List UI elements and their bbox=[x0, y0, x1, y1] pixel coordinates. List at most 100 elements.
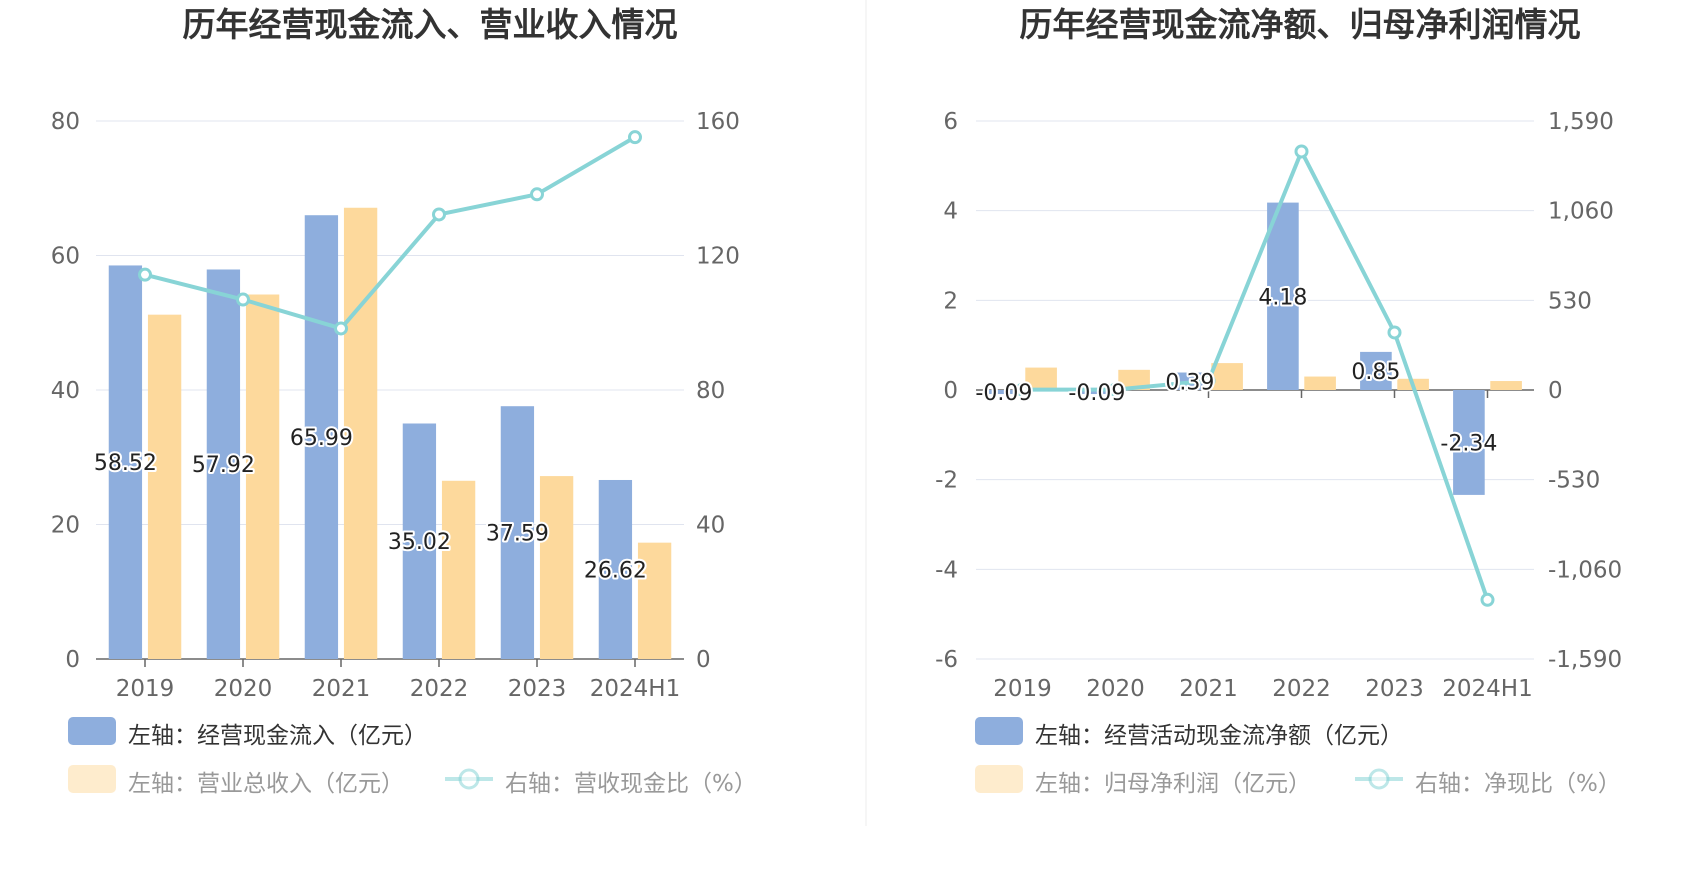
left-axis-tick-label: 0 bbox=[65, 647, 80, 673]
line-point bbox=[530, 187, 544, 202]
line-point bbox=[1294, 144, 1309, 159]
line-point bbox=[138, 267, 152, 282]
right-axis-tick-label: 120 bbox=[696, 244, 740, 270]
bar-primary bbox=[988, 390, 1020, 395]
legend-label: 左轴：经营现金流入（亿元） bbox=[128, 723, 427, 749]
bar-secondary bbox=[441, 480, 476, 659]
category-label: 2023 bbox=[508, 676, 567, 702]
left-axis-tick-label: 80 bbox=[51, 109, 80, 135]
line-point bbox=[1201, 373, 1216, 388]
left-axis-tick-label: -6 bbox=[935, 647, 958, 673]
line-point bbox=[1015, 382, 1030, 397]
right-axis-tick-label: 530 bbox=[1548, 288, 1592, 314]
data-label: 0.85 bbox=[1351, 360, 1400, 385]
left-axis-tick-label: 6 bbox=[943, 109, 958, 135]
bar-primary bbox=[500, 406, 535, 659]
bar-secondary bbox=[1211, 363, 1243, 390]
bar-secondary bbox=[539, 476, 574, 659]
bar-primary bbox=[1360, 351, 1392, 390]
right-axis-tick-label: 1,590 bbox=[1548, 109, 1614, 135]
legend-swatch bbox=[975, 765, 1023, 793]
data-label: 4.18 bbox=[1258, 285, 1307, 310]
line-point bbox=[1387, 325, 1402, 340]
left-axis-tick-label: -4 bbox=[935, 557, 958, 583]
legend-label: 左轴：经营活动现金流净额（亿元） bbox=[1035, 723, 1403, 749]
data-label: -2.34 bbox=[1440, 431, 1497, 456]
bar-secondary bbox=[1025, 367, 1057, 390]
data-label: 58.52 bbox=[94, 451, 157, 476]
legend-marker bbox=[1368, 768, 1390, 790]
right-axis-tick-label: 80 bbox=[696, 378, 725, 404]
chart-title: 历年经营现金流入、营业收入情况 bbox=[183, 5, 678, 44]
legend-swatch bbox=[68, 765, 116, 793]
right-axis-tick-label: -1,590 bbox=[1548, 647, 1622, 673]
bar-secondary bbox=[1304, 376, 1336, 390]
legend-label: 右轴：营收现金比（%） bbox=[505, 771, 757, 797]
category-label: 2023 bbox=[1365, 676, 1424, 702]
chart-title: 历年经营现金流净额、归母净利润情况 bbox=[1020, 5, 1581, 44]
bar-secondary bbox=[637, 542, 672, 659]
legend-label: 左轴：营业总收入（亿元） bbox=[128, 771, 404, 797]
line-point bbox=[1108, 382, 1123, 397]
bar-secondary bbox=[1490, 381, 1522, 390]
left-axis-tick-label: 0 bbox=[943, 378, 958, 404]
category-label: 2020 bbox=[214, 676, 273, 702]
category-label: 2021 bbox=[1179, 676, 1238, 702]
bar-primary bbox=[1081, 390, 1113, 395]
category-label: 2019 bbox=[116, 676, 175, 702]
legend-label: 右轴：净现比（%） bbox=[1415, 771, 1621, 797]
legend-label: 左轴：归母净利润（亿元） bbox=[1035, 771, 1311, 797]
bar-primary bbox=[206, 269, 241, 659]
line-point bbox=[334, 321, 348, 336]
category-label: 2019 bbox=[993, 676, 1052, 702]
category-label: 2022 bbox=[410, 676, 469, 702]
bar-primary bbox=[1453, 390, 1485, 495]
legend-item-bar: 左轴：经营现金流入（亿元） bbox=[68, 717, 427, 749]
bar-primary bbox=[304, 215, 339, 659]
left-axis-tick-label: 20 bbox=[51, 513, 80, 539]
category-label: 2024H1 bbox=[590, 676, 680, 702]
data-label: -0.09 bbox=[1068, 381, 1125, 406]
line-point bbox=[236, 292, 250, 307]
legend-item-line: 右轴：营收现金比（%） bbox=[445, 768, 757, 797]
data-label: -0.09 bbox=[975, 381, 1032, 406]
bar-secondary bbox=[1118, 369, 1150, 390]
left-axis-tick-label: 4 bbox=[943, 199, 958, 225]
chart-panel-net-cashflow: 历年经营现金流净额、归母净利润情况 -6 -1,590 -4 -1,060 -2 -530 0… bbox=[935, 5, 1622, 797]
line-point bbox=[1480, 592, 1495, 607]
bar-primary bbox=[108, 265, 143, 659]
category-label: 2024H1 bbox=[1442, 676, 1532, 702]
chart-panel-cashflow-inflow: 历年经营现金流入、营业收入情况 0 0 20 40 40 80 60 120 80 160 2019 2… bbox=[51, 5, 757, 797]
bar-primary bbox=[1267, 202, 1299, 390]
legend-marker bbox=[458, 768, 480, 790]
right-axis-tick-label: 0 bbox=[696, 647, 711, 673]
right-axis-tick-label: 1,060 bbox=[1548, 199, 1614, 225]
legend-swatch bbox=[68, 717, 116, 745]
bar-primary bbox=[402, 423, 437, 659]
right-axis-tick-label: 40 bbox=[696, 513, 725, 539]
line-point bbox=[432, 207, 446, 222]
bar-primary bbox=[598, 479, 633, 659]
left-axis-tick-label: 60 bbox=[51, 244, 80, 270]
legend-item-bar: 左轴：归母净利润（亿元） bbox=[975, 765, 1311, 797]
category-label: 2022 bbox=[1272, 676, 1331, 702]
left-axis-tick-label: 40 bbox=[51, 378, 80, 404]
right-axis-tick-label: 0 bbox=[1548, 378, 1563, 404]
legend-swatch bbox=[975, 717, 1023, 745]
bar-secondary bbox=[343, 207, 378, 659]
line-series bbox=[1022, 149, 1490, 601]
bar-secondary bbox=[245, 294, 280, 659]
legend-item-line: 右轴：净现比（%） bbox=[1355, 768, 1621, 797]
right-axis-tick-label: 160 bbox=[696, 109, 740, 135]
left-axis-tick-label: 2 bbox=[943, 288, 958, 314]
category-label: 2021 bbox=[312, 676, 371, 702]
data-label: 57.92 bbox=[192, 453, 255, 478]
left-axis-tick-label: -2 bbox=[935, 468, 958, 494]
data-label: 0.39 bbox=[1165, 370, 1214, 395]
data-label: 37.59 bbox=[486, 522, 549, 547]
data-label: 65.99 bbox=[290, 426, 353, 451]
category-label: 2020 bbox=[1086, 676, 1145, 702]
bar-secondary bbox=[147, 314, 182, 659]
legend-item-bar: 左轴：经营活动现金流净额（亿元） bbox=[975, 717, 1403, 749]
data-label: 35.02 bbox=[388, 530, 451, 555]
